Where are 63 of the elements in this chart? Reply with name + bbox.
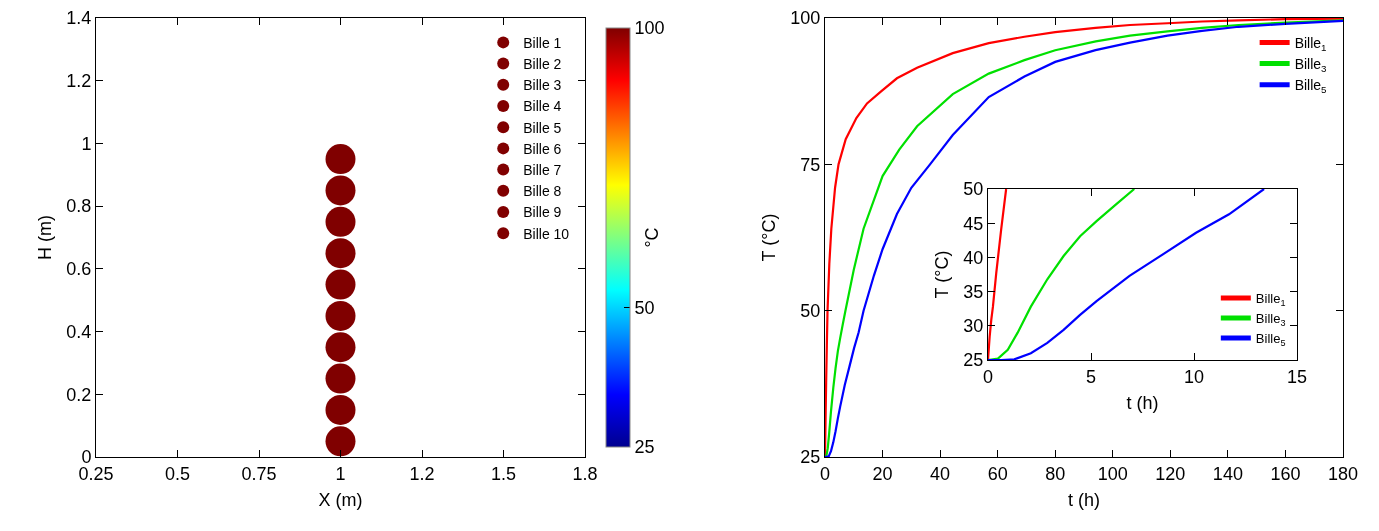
color-bar-label: 25 (634, 437, 655, 458)
x-tick-label: 80 (1045, 463, 1066, 484)
y-tick-label: 0.6 (66, 259, 92, 280)
y-tick-label: 25 (800, 447, 821, 468)
legend-label: Bille$_{3}$ (1294, 56, 1328, 74)
color-bar-title: °C (641, 227, 662, 248)
legend-label: Bille$_{1}$ (1255, 291, 1286, 308)
x-tick-label: 1.5 (490, 463, 517, 484)
x-tick-label: 0.75 (241, 463, 277, 484)
y-tick-label: 0.2 (66, 384, 92, 405)
legend-label: Bille 5 (523, 119, 562, 136)
legend-label: Bille 6 (523, 140, 562, 157)
y-tick-label: 30 (963, 316, 984, 337)
legend-label: Bille 7 (523, 162, 562, 179)
legend-label: Bille 4 (523, 98, 562, 115)
y-tick-label: 40 (963, 247, 984, 268)
x-tick-label: 15 (1286, 366, 1308, 387)
x-tick-label: 10 (1183, 366, 1205, 387)
y-tick-label: 75 (800, 154, 821, 175)
y-tick-label: 1.4 (66, 8, 92, 29)
x-tick-label: 1 (335, 463, 346, 484)
y-tick-label: 1.2 (66, 71, 92, 92)
y-tick-label: 0.4 (66, 321, 92, 342)
y-axis-title: H (m) (34, 215, 55, 260)
line-series (988, 189, 1136, 360)
y-tick-label: 25 (963, 350, 984, 371)
x-tick-label: 1.2 (409, 463, 435, 484)
legend-label: Bille$_{5}$ (1294, 77, 1328, 96)
x-axis-title: X (m) (318, 489, 363, 510)
x-tick-label: 60 (987, 463, 1008, 484)
x-tick-label: 180 (1327, 463, 1359, 484)
color-bar-label: 100 (634, 18, 665, 39)
x-tick-label: 5 (1085, 366, 1097, 387)
legend-label: Bille 2 (523, 56, 562, 73)
legend-label: Bille$_{5}$ (1255, 330, 1286, 348)
legend-label: Bille$_{3}$ (1255, 311, 1286, 328)
x-axis-title: t (h) (1126, 392, 1159, 413)
y-tick-label: 45 (963, 213, 984, 234)
y-tick-label: 50 (800, 300, 821, 321)
x-tick-label: 120 (1155, 463, 1186, 484)
y-tick-label: 35 (963, 281, 984, 302)
y-axis-title: T (°C) (931, 250, 952, 299)
y-tick-label: 0.8 (66, 196, 92, 217)
legend-label: Bille 8 (523, 183, 562, 200)
x-tick-label: 100 (1097, 463, 1128, 484)
line-series (988, 189, 1008, 360)
legend-label: Bille 9 (523, 204, 562, 221)
x-tick-label: 160 (1270, 463, 1301, 484)
x-tick-label: 40 (930, 463, 951, 484)
legend-label: Bille$_{1}$ (1294, 34, 1327, 53)
y-axis-title: T (°C) (758, 213, 779, 262)
legend-label: Bille 1 (523, 34, 562, 51)
y-tick-label: 50 (963, 179, 984, 200)
x-tick-label: 20 (872, 463, 893, 484)
y-tick-label: 100 (790, 8, 821, 29)
x-tick-label: 1.8 (572, 463, 598, 484)
x-tick-label: 0.5 (164, 463, 191, 484)
color-bar-label: 50 (634, 297, 655, 318)
legend-label: Bille 3 (523, 77, 562, 94)
y-tick-label: 1 (81, 133, 92, 154)
x-tick-label: 140 (1212, 463, 1243, 484)
x-axis-title: t (h) (1067, 489, 1101, 510)
legend-label: Bille 10 (523, 225, 570, 242)
